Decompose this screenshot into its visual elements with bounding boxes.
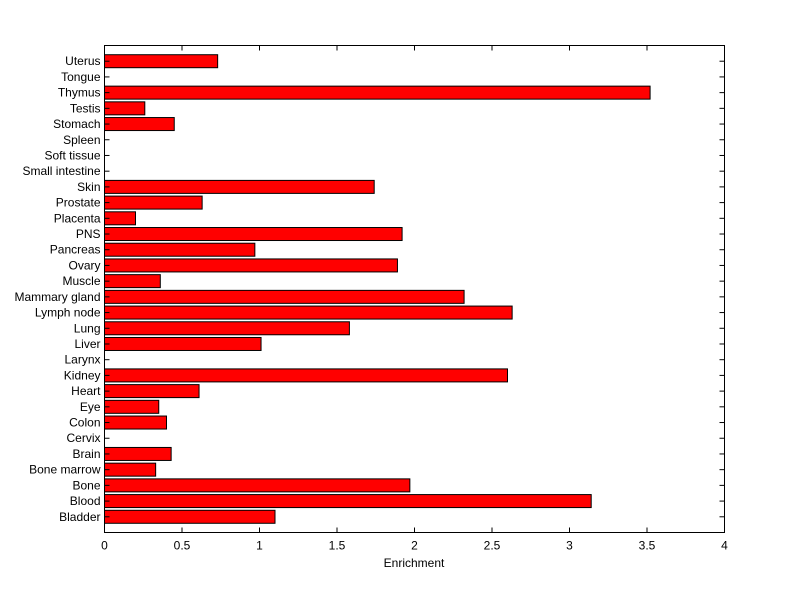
- y-tick-label: Uterus: [65, 54, 100, 68]
- y-tick-label: Bone marrow: [29, 463, 101, 477]
- bar-prostate: [104, 195, 203, 210]
- bar-pancreas: [104, 242, 256, 257]
- bar-kidney: [104, 368, 508, 383]
- bar-muscle: [104, 274, 161, 289]
- y-tick-label: Placenta: [54, 211, 101, 225]
- x-tick-label: 2.5: [484, 539, 501, 553]
- plot-area-frame: [104, 45, 725, 533]
- y-tick-label: Mammary gland: [14, 290, 100, 304]
- bar-colon: [104, 415, 167, 430]
- y-tick-label: Larynx: [64, 353, 100, 367]
- y-tick-label: Soft tissue: [44, 148, 100, 162]
- y-tick-label: Lymph node: [35, 306, 101, 320]
- x-tick-label: 1.5: [329, 539, 346, 553]
- y-tick-label: Blood: [70, 494, 101, 508]
- bar-testis: [104, 101, 146, 116]
- bar-pns: [104, 227, 403, 242]
- y-tick-label: Lung: [74, 321, 101, 335]
- bar-skin: [104, 179, 375, 194]
- x-tick-label: 3.5: [639, 539, 656, 553]
- y-tick-label: Cervix: [66, 431, 100, 445]
- y-tick-label: Colon: [69, 416, 100, 430]
- bar-bladder: [104, 509, 276, 524]
- x-axis-label: Enrichment: [384, 556, 445, 570]
- y-tick-label: Eye: [80, 400, 101, 414]
- y-tick-label: Heart: [71, 384, 101, 398]
- y-tick-label: Small intestine: [22, 164, 100, 178]
- y-tick-label: Ovary: [68, 258, 100, 272]
- bar-lung: [104, 321, 350, 336]
- bar-stomach: [104, 117, 175, 132]
- x-tick-label: 0.5: [174, 539, 191, 553]
- y-tick-label: Bladder: [59, 510, 100, 524]
- x-tick-label: 0: [101, 539, 108, 553]
- bar-thymus: [104, 85, 651, 100]
- y-tick-label: Liver: [74, 337, 100, 351]
- y-tick-label: Skin: [77, 180, 100, 194]
- y-tick-label: Muscle: [62, 274, 100, 288]
- y-tick-label: PNS: [76, 227, 101, 241]
- y-tick-label: Testis: [70, 101, 101, 115]
- bar-bone-marrow: [104, 462, 157, 477]
- y-tick-label: Kidney: [64, 368, 101, 382]
- y-tick-label: Pancreas: [50, 243, 101, 257]
- bar-bone: [104, 478, 411, 493]
- y-tick-label: Brain: [72, 447, 100, 461]
- y-tick-label: Prostate: [56, 196, 101, 210]
- x-tick-label: 3: [566, 539, 573, 553]
- y-tick-label: Bone: [72, 478, 100, 492]
- bar-blood: [104, 494, 592, 509]
- x-tick-label: 1: [256, 539, 263, 553]
- y-tick-label: Tongue: [61, 70, 101, 84]
- bar-brain: [104, 446, 172, 461]
- x-tick-label: 2: [411, 539, 418, 553]
- bar-ovary: [104, 258, 398, 273]
- y-tick-label: Stomach: [53, 117, 100, 131]
- bar-lymph-node: [104, 305, 513, 320]
- bar-eye: [104, 399, 160, 414]
- bar-uterus: [104, 54, 219, 69]
- x-tick-label: 4: [721, 539, 728, 553]
- bar-liver: [104, 336, 262, 351]
- y-tick-label: Thymus: [58, 86, 101, 100]
- y-tick-label: Spleen: [63, 133, 100, 147]
- bar-heart: [104, 384, 200, 399]
- bar-mammary-gland: [104, 289, 465, 304]
